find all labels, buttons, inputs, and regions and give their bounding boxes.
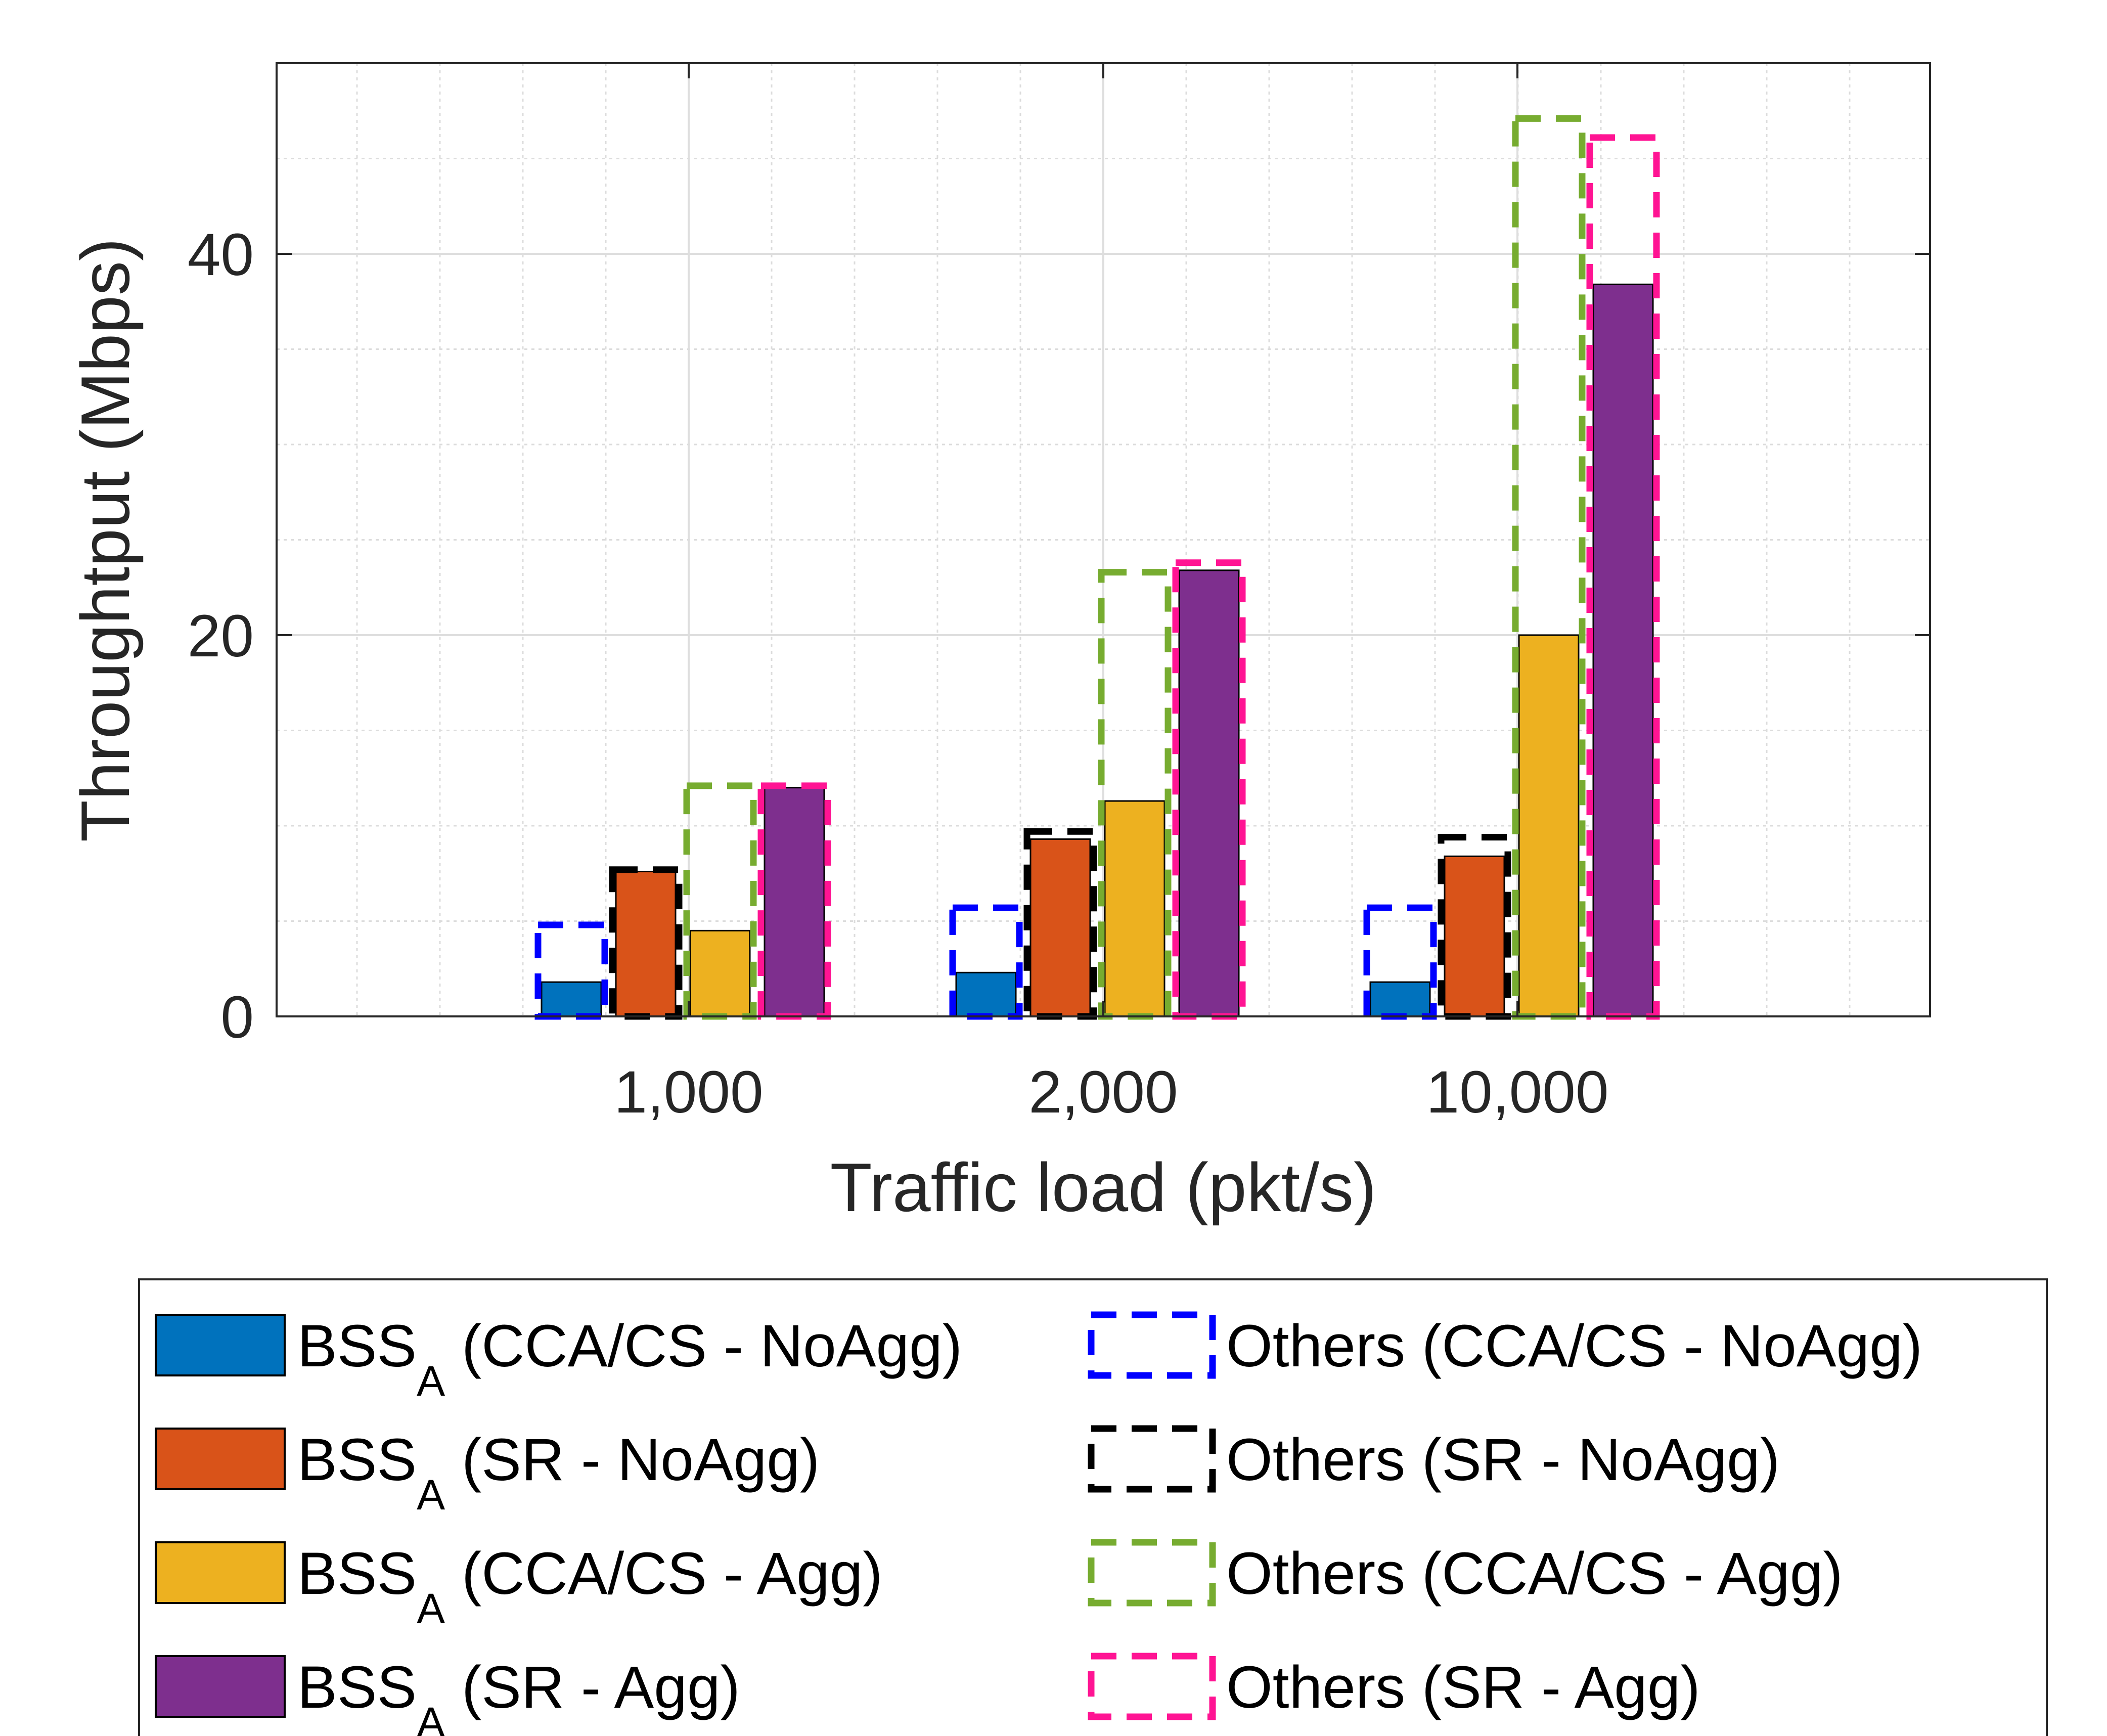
legend-box bbox=[138, 1278, 2048, 1736]
legend-swatch-4 bbox=[155, 1655, 286, 1718]
bar-2-filled bbox=[1029, 838, 1091, 1017]
y-tick-label: 40 bbox=[188, 221, 254, 288]
legend-label-8: Others (SR - Agg) bbox=[1226, 1654, 1700, 1721]
bar-3-filled bbox=[1518, 634, 1580, 1017]
legend-label-4: BSSA (SR - Agg) bbox=[297, 1654, 740, 1736]
legend-label-subscript: A bbox=[417, 1471, 445, 1519]
bar-1-filled bbox=[1369, 981, 1431, 1017]
bar-1-filled bbox=[541, 981, 602, 1017]
legend-label-main: BSS bbox=[297, 1313, 417, 1379]
legend-label-7: Others (CCA/CS - Agg) bbox=[1226, 1540, 1843, 1607]
y-axis-label: Throughtput (Mbps) bbox=[67, 238, 144, 842]
legend-label-subscript: A bbox=[417, 1357, 445, 1405]
x-tick-label: 10,000 bbox=[1426, 1059, 1609, 1126]
bar-2-filled bbox=[1444, 855, 1505, 1017]
legend-label-6: Others (SR - NoAgg) bbox=[1226, 1427, 1780, 1493]
y-tick-label: 0 bbox=[220, 984, 254, 1051]
legend-label-subscript: A bbox=[417, 1585, 445, 1632]
legend-swatch-1 bbox=[155, 1314, 286, 1376]
legend-label-rest: (SR - NoAgg) bbox=[445, 1427, 820, 1493]
legend-swatch-5 bbox=[1088, 1311, 1216, 1379]
bar-1-filled bbox=[955, 971, 1017, 1017]
legend-label-rest: (CCA/CS - Agg) bbox=[445, 1540, 883, 1607]
legend: BSSA (CCA/CS - NoAgg)BSSA (SR - NoAgg)BS… bbox=[155, 1311, 1922, 1736]
legend-label-2: BSSA (SR - NoAgg) bbox=[297, 1427, 820, 1519]
x-axis-label: Traffic load (pkt/s) bbox=[830, 1149, 1377, 1226]
legend-label-rest: (SR - Agg) bbox=[445, 1654, 740, 1721]
legend-swatch-6 bbox=[1088, 1425, 1216, 1493]
bar-4-others-outline bbox=[1172, 559, 1246, 1020]
bar-3-filled bbox=[1104, 800, 1165, 1017]
legend-label-1: BSSA (CCA/CS - NoAgg) bbox=[297, 1313, 962, 1405]
legend-label-5: Others (CCA/CS - NoAgg) bbox=[1226, 1313, 1922, 1379]
legend-swatch-8 bbox=[1088, 1653, 1216, 1720]
bar-4-filled bbox=[1178, 569, 1240, 1017]
legend-label-main: BSS bbox=[297, 1427, 417, 1493]
y-tick-label: 20 bbox=[188, 603, 254, 670]
bar-3-others-outline bbox=[1512, 115, 1586, 1020]
bar-4-filled bbox=[1592, 283, 1654, 1017]
bar-3-filled bbox=[689, 929, 751, 1017]
legend-label-main: BSS bbox=[297, 1654, 417, 1721]
x-tick-label: 2,000 bbox=[1028, 1059, 1178, 1126]
legend-label-subscript: A bbox=[417, 1699, 445, 1736]
legend-swatch-7 bbox=[1088, 1539, 1216, 1607]
bar-2-filled bbox=[615, 870, 677, 1017]
tick-layer: 0 20 40 1,000 2,000 10,000 bbox=[188, 63, 1930, 1126]
bar-4-filled bbox=[764, 787, 825, 1017]
legend-label-rest: (CCA/CS - NoAgg) bbox=[445, 1313, 962, 1379]
legend-swatch-3 bbox=[155, 1541, 286, 1604]
legend-label-main: BSS bbox=[297, 1540, 417, 1607]
x-tick-label: 1,000 bbox=[614, 1059, 763, 1126]
legend-label-3: BSSA (CCA/CS - Agg) bbox=[297, 1540, 883, 1632]
legend-swatch-2 bbox=[155, 1428, 286, 1490]
